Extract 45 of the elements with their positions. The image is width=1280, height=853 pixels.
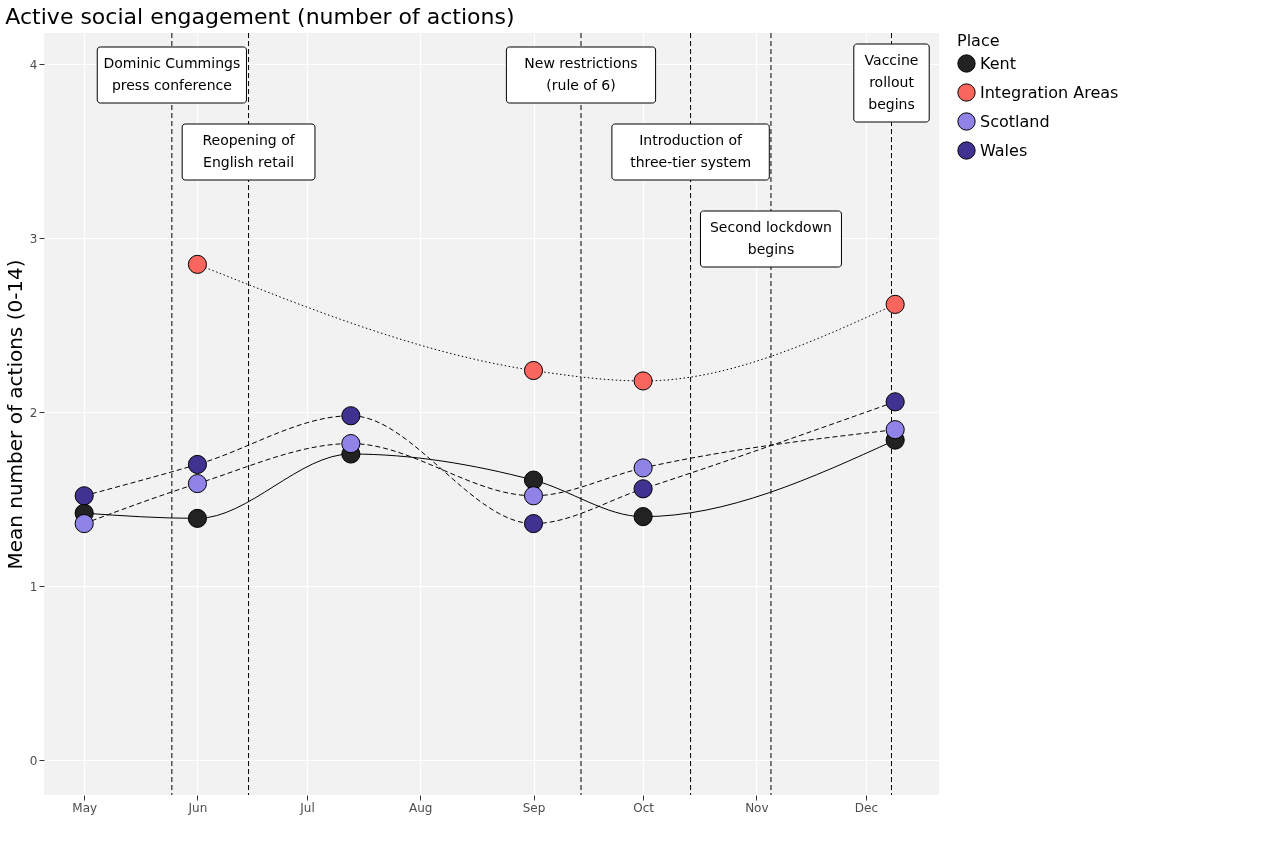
point [74,514,94,534]
point [341,434,361,454]
ref-line-label: Dominic Cummings press conference [103,55,241,93]
point [523,360,544,381]
point [187,254,208,274]
x-tick-label: Nov [745,800,769,815]
legend-label: Wales [980,140,1028,160]
point [633,479,653,499]
point [187,454,208,475]
point [885,294,905,314]
chart-title: Active social engagement (number of actions) [5,3,515,29]
x-tick-label: Dec [854,800,879,815]
point [523,470,544,490]
ref-line-label: Introduction of three-tier system [630,132,752,170]
point [633,371,653,391]
legend-label: Scotland [980,111,1050,131]
x-tick-label: Jul [299,800,315,815]
y-axis-title: Mean number of actions (0-14) [2,259,27,570]
point [633,507,653,527]
y-tick-label: 2 [29,405,38,420]
y-tick-label: 3 [29,231,38,246]
point [885,420,905,440]
point [523,514,544,534]
point [187,508,208,528]
x-tick-label: Oct [633,800,655,815]
point [74,486,94,506]
point [633,458,653,478]
legend-label: Kent [980,53,1016,73]
ref-line-label: Vaccine rollout begins [864,52,919,112]
point [341,406,361,426]
y-tick-label: 0 [29,753,38,768]
legend-title: Place [957,31,1000,50]
legend-label: Integration Areas [980,82,1119,102]
x-tick-label: Sep [522,800,546,815]
x-tick-label: Jun [187,800,208,815]
point [885,392,905,412]
point [187,474,208,494]
point [523,486,544,506]
y-tick-label: 4 [29,57,38,72]
ref-line-label: Reopening of English retail [202,132,296,170]
x-tick-label: Aug [409,800,433,815]
ref-line-label: Second lockdown begins [709,219,832,257]
ref-line-label: New restrictions (rule of 6) [524,55,638,93]
y-tick-label: 1 [29,579,38,594]
x-tick-label: May [72,800,98,815]
